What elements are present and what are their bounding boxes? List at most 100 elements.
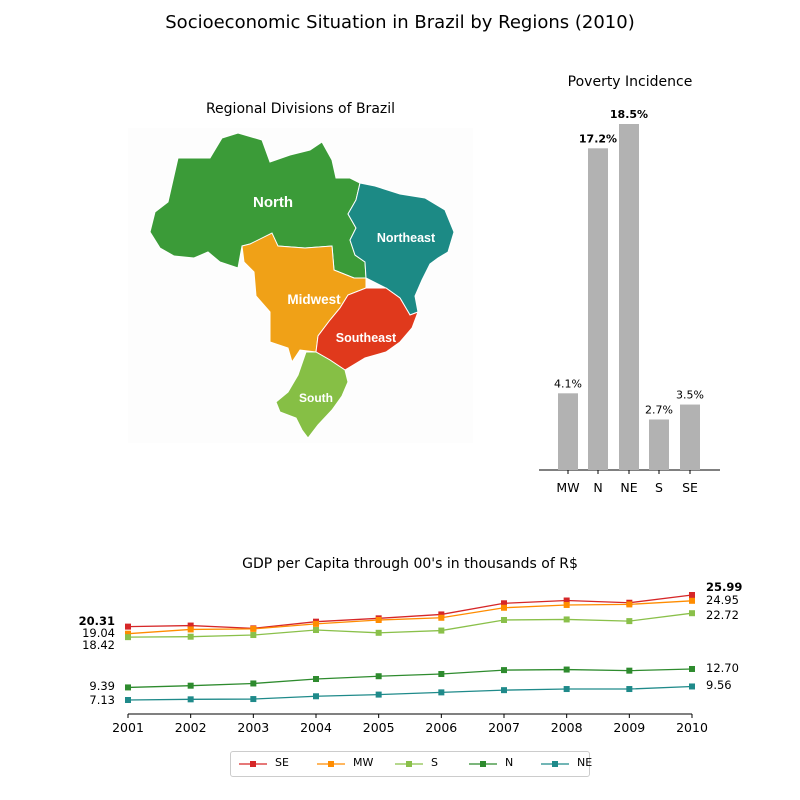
data-point-s bbox=[250, 632, 257, 639]
data-point-mw bbox=[375, 616, 382, 623]
series-line-se bbox=[127, 594, 693, 629]
data-point-s bbox=[375, 629, 382, 636]
legend-swatch bbox=[469, 761, 497, 767]
data-point-n bbox=[626, 667, 633, 674]
end-value-label: 12.70 bbox=[706, 661, 739, 675]
legend-swatch bbox=[541, 761, 569, 767]
start-value-label: 18.42 bbox=[82, 638, 115, 652]
data-point-se bbox=[187, 622, 194, 629]
end-value-label: 9.56 bbox=[706, 678, 732, 692]
map-title: Regional Divisions of Brazil bbox=[205, 101, 396, 117]
bar-category-label: N bbox=[593, 480, 602, 495]
data-point-ne bbox=[313, 693, 319, 700]
line-chart-title: GDP per Capita through 00's in thousands… bbox=[242, 556, 578, 572]
x-tick-label: 2005 bbox=[363, 720, 395, 735]
data-point-n bbox=[438, 671, 445, 678]
series-line-mw bbox=[127, 600, 693, 635]
data-point-mw bbox=[313, 620, 319, 627]
data-point-s bbox=[187, 633, 194, 640]
data-point-mw bbox=[626, 601, 633, 608]
bar-value-label: 2.7% bbox=[645, 404, 673, 417]
data-point-n bbox=[187, 682, 194, 689]
legend-item-mw: MW bbox=[313, 752, 383, 776]
data-point-ne bbox=[250, 696, 257, 703]
data-point-mw bbox=[187, 626, 194, 633]
end-value-label: 22.72 bbox=[706, 608, 739, 622]
region-southeast bbox=[315, 287, 419, 371]
data-point-se bbox=[501, 600, 507, 607]
x-tick-label: 2007 bbox=[488, 720, 520, 735]
start-value-label: 9.39 bbox=[89, 679, 115, 693]
data-point-n bbox=[689, 665, 695, 672]
data-point-s bbox=[125, 634, 131, 641]
data-point-se bbox=[563, 597, 570, 604]
data-point-se bbox=[438, 611, 445, 618]
start-value-label: 20.31 bbox=[79, 614, 115, 628]
data-point-ne bbox=[125, 697, 131, 703]
data-point-ne bbox=[375, 691, 382, 698]
legend-swatch bbox=[239, 761, 267, 767]
bar-chart-title: Poverty Incidence bbox=[567, 74, 693, 90]
label-midwest: Midwest bbox=[287, 292, 341, 307]
data-point-mw bbox=[501, 604, 507, 611]
bar-value-label: 17.2% bbox=[579, 132, 617, 145]
label-south: South bbox=[299, 391, 333, 405]
x-tick-label: 2010 bbox=[676, 720, 708, 735]
data-point-s bbox=[689, 610, 695, 617]
end-value-label: 24.95 bbox=[706, 593, 739, 607]
legend-item-ne: NE bbox=[537, 752, 607, 776]
bar-category-label: SE bbox=[682, 480, 698, 495]
region-south bbox=[275, 351, 349, 439]
legend-label: N bbox=[505, 756, 514, 769]
bar-value-label: 18.5% bbox=[610, 108, 648, 121]
x-tick-label: 2009 bbox=[613, 720, 645, 735]
data-point-ne bbox=[626, 686, 633, 693]
legend-item-n: N bbox=[465, 752, 535, 776]
main-title: Socioeconomic Situation in Brazil by Reg… bbox=[165, 12, 635, 33]
legend-label: S bbox=[431, 756, 438, 769]
data-point-mw bbox=[563, 601, 570, 608]
x-tick-label: 2006 bbox=[425, 720, 457, 735]
bar-value-label: 3.5% bbox=[676, 389, 704, 402]
legend-swatch bbox=[317, 761, 345, 767]
legend-label: SE bbox=[275, 756, 289, 769]
x-tick-label: 2001 bbox=[112, 720, 144, 735]
bar-category-label: MW bbox=[556, 480, 579, 495]
data-point-n bbox=[313, 676, 319, 683]
data-point-ne bbox=[438, 689, 445, 696]
x-tick-label: 2002 bbox=[175, 720, 207, 735]
series-line-s bbox=[127, 612, 693, 638]
legend-item-s: S bbox=[391, 752, 461, 776]
end-value-label: 25.99 bbox=[706, 580, 742, 594]
bar-category-label: NE bbox=[620, 480, 637, 495]
data-point-mw bbox=[250, 625, 257, 632]
data-point-s bbox=[313, 627, 319, 634]
x-tick-label: 2003 bbox=[237, 720, 269, 735]
bar-n bbox=[588, 148, 608, 470]
x-tick-label: 2004 bbox=[300, 720, 332, 735]
data-point-n bbox=[125, 684, 131, 691]
data-point-mw bbox=[438, 614, 445, 621]
data-point-n bbox=[375, 673, 382, 680]
data-point-ne bbox=[563, 686, 570, 693]
label-north: North bbox=[253, 194, 293, 211]
series-line-n bbox=[127, 668, 693, 689]
label-northeast: Northeast bbox=[377, 231, 436, 245]
start-value-label: 19.04 bbox=[82, 626, 115, 640]
data-point-mw bbox=[125, 630, 131, 637]
data-point-s bbox=[501, 616, 507, 623]
data-point-se bbox=[689, 592, 695, 598]
data-point-s bbox=[626, 618, 633, 625]
series-line-ne bbox=[127, 685, 693, 701]
bar-value-label: 4.1% bbox=[554, 377, 582, 390]
bar-category-label: S bbox=[655, 480, 663, 495]
data-point-s bbox=[438, 627, 445, 634]
legend-item-se: SE bbox=[235, 752, 305, 776]
data-point-ne bbox=[689, 683, 695, 690]
legend-label: NE bbox=[577, 756, 593, 769]
legend: SE MW S N NE bbox=[230, 751, 592, 777]
legend-label: MW bbox=[353, 756, 374, 769]
